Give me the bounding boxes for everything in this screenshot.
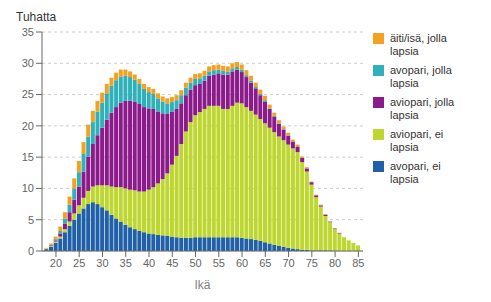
svg-text:15: 15 (22, 151, 34, 163)
html-text:avopari, jolla lapsia: avopari, jolla lapsia (390, 64, 452, 89)
svg-text:80: 80 (329, 257, 341, 269)
svg-text:60: 60 (236, 257, 248, 269)
svg-text:25: 25 (22, 88, 34, 100)
svg-text:35: 35 (120, 257, 132, 269)
svg-text:10: 10 (22, 182, 34, 194)
html-text:äiti/isä, jolla lapsia: äiti/isä, jolla lapsia (390, 32, 447, 57)
svg-text:25: 25 (73, 257, 85, 269)
svg-text:75: 75 (306, 257, 318, 269)
svg-text:30: 30 (22, 57, 34, 69)
svg-text:20: 20 (50, 257, 62, 269)
svg-text:5: 5 (28, 214, 34, 226)
svg-text:70: 70 (282, 257, 294, 269)
svg-text:55: 55 (213, 257, 225, 269)
svg-text:40: 40 (143, 257, 155, 269)
svg-text:35: 35 (22, 26, 34, 38)
svg-text:85: 85 (352, 257, 364, 269)
html-text:Tuhatta: Tuhatta (16, 10, 57, 24)
html-text:avopari, ei lapsia: avopari, ei lapsia (390, 160, 441, 185)
svg-text:45: 45 (166, 257, 178, 269)
html-text:aviopari, jolla lapsia: aviopari, jolla lapsia (390, 96, 455, 121)
svg-text:Ikä: Ikä (194, 278, 210, 292)
svg-text:65: 65 (259, 257, 271, 269)
svg-text:30: 30 (96, 257, 108, 269)
svg-text:20: 20 (22, 120, 34, 132)
html-text:aviopari, ei lapsia: aviopari, ei lapsia (390, 128, 444, 153)
svg-text:50: 50 (189, 257, 201, 269)
svg-text:0: 0 (28, 245, 34, 257)
